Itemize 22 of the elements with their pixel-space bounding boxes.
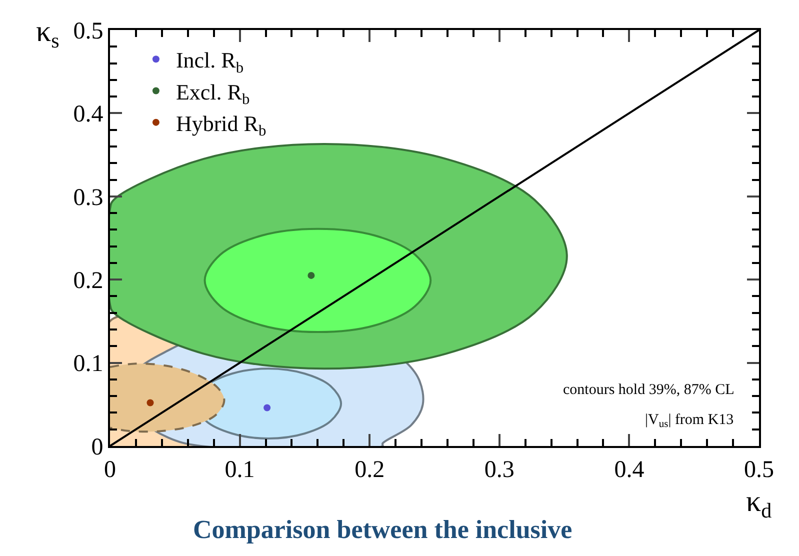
point	[308, 272, 315, 279]
legend-label: Hybrid R$_{b}$	[176, 110, 266, 140]
y-tick-label: 0.2	[73, 268, 104, 294]
point	[264, 404, 271, 412]
x-tick-label: 0.3	[484, 456, 514, 483]
point	[146, 399, 154, 406]
legend-label: Excl. R$_{b}$	[176, 79, 250, 108]
annotation: contours hold 39%, 87% CL	[563, 382, 734, 398]
y-tick-label: 0	[91, 434, 104, 460]
text: Comparison between the inclusive	[193, 515, 572, 544]
y-tick-label: 0.1	[73, 351, 104, 378]
y-tick-label: 0.3	[73, 184, 104, 211]
annotation: |V$_{us}$| from K13	[645, 412, 734, 430]
x-tick-label: 0.1	[224, 456, 255, 483]
y-axis-title: κ$_{s}$	[36, 15, 60, 52]
y-tick-label: 0.5	[73, 18, 104, 44]
y-tick-label: 0.4	[73, 102, 104, 128]
legend-label: Incl. R$_{b}$	[176, 48, 244, 76]
x-tick-label: 0.2	[354, 456, 385, 483]
x-axis-title: κ$_{d}$	[746, 485, 772, 522]
x-tick-label: 0.5	[744, 456, 774, 483]
x-tick-label: 0.4	[614, 456, 644, 483]
